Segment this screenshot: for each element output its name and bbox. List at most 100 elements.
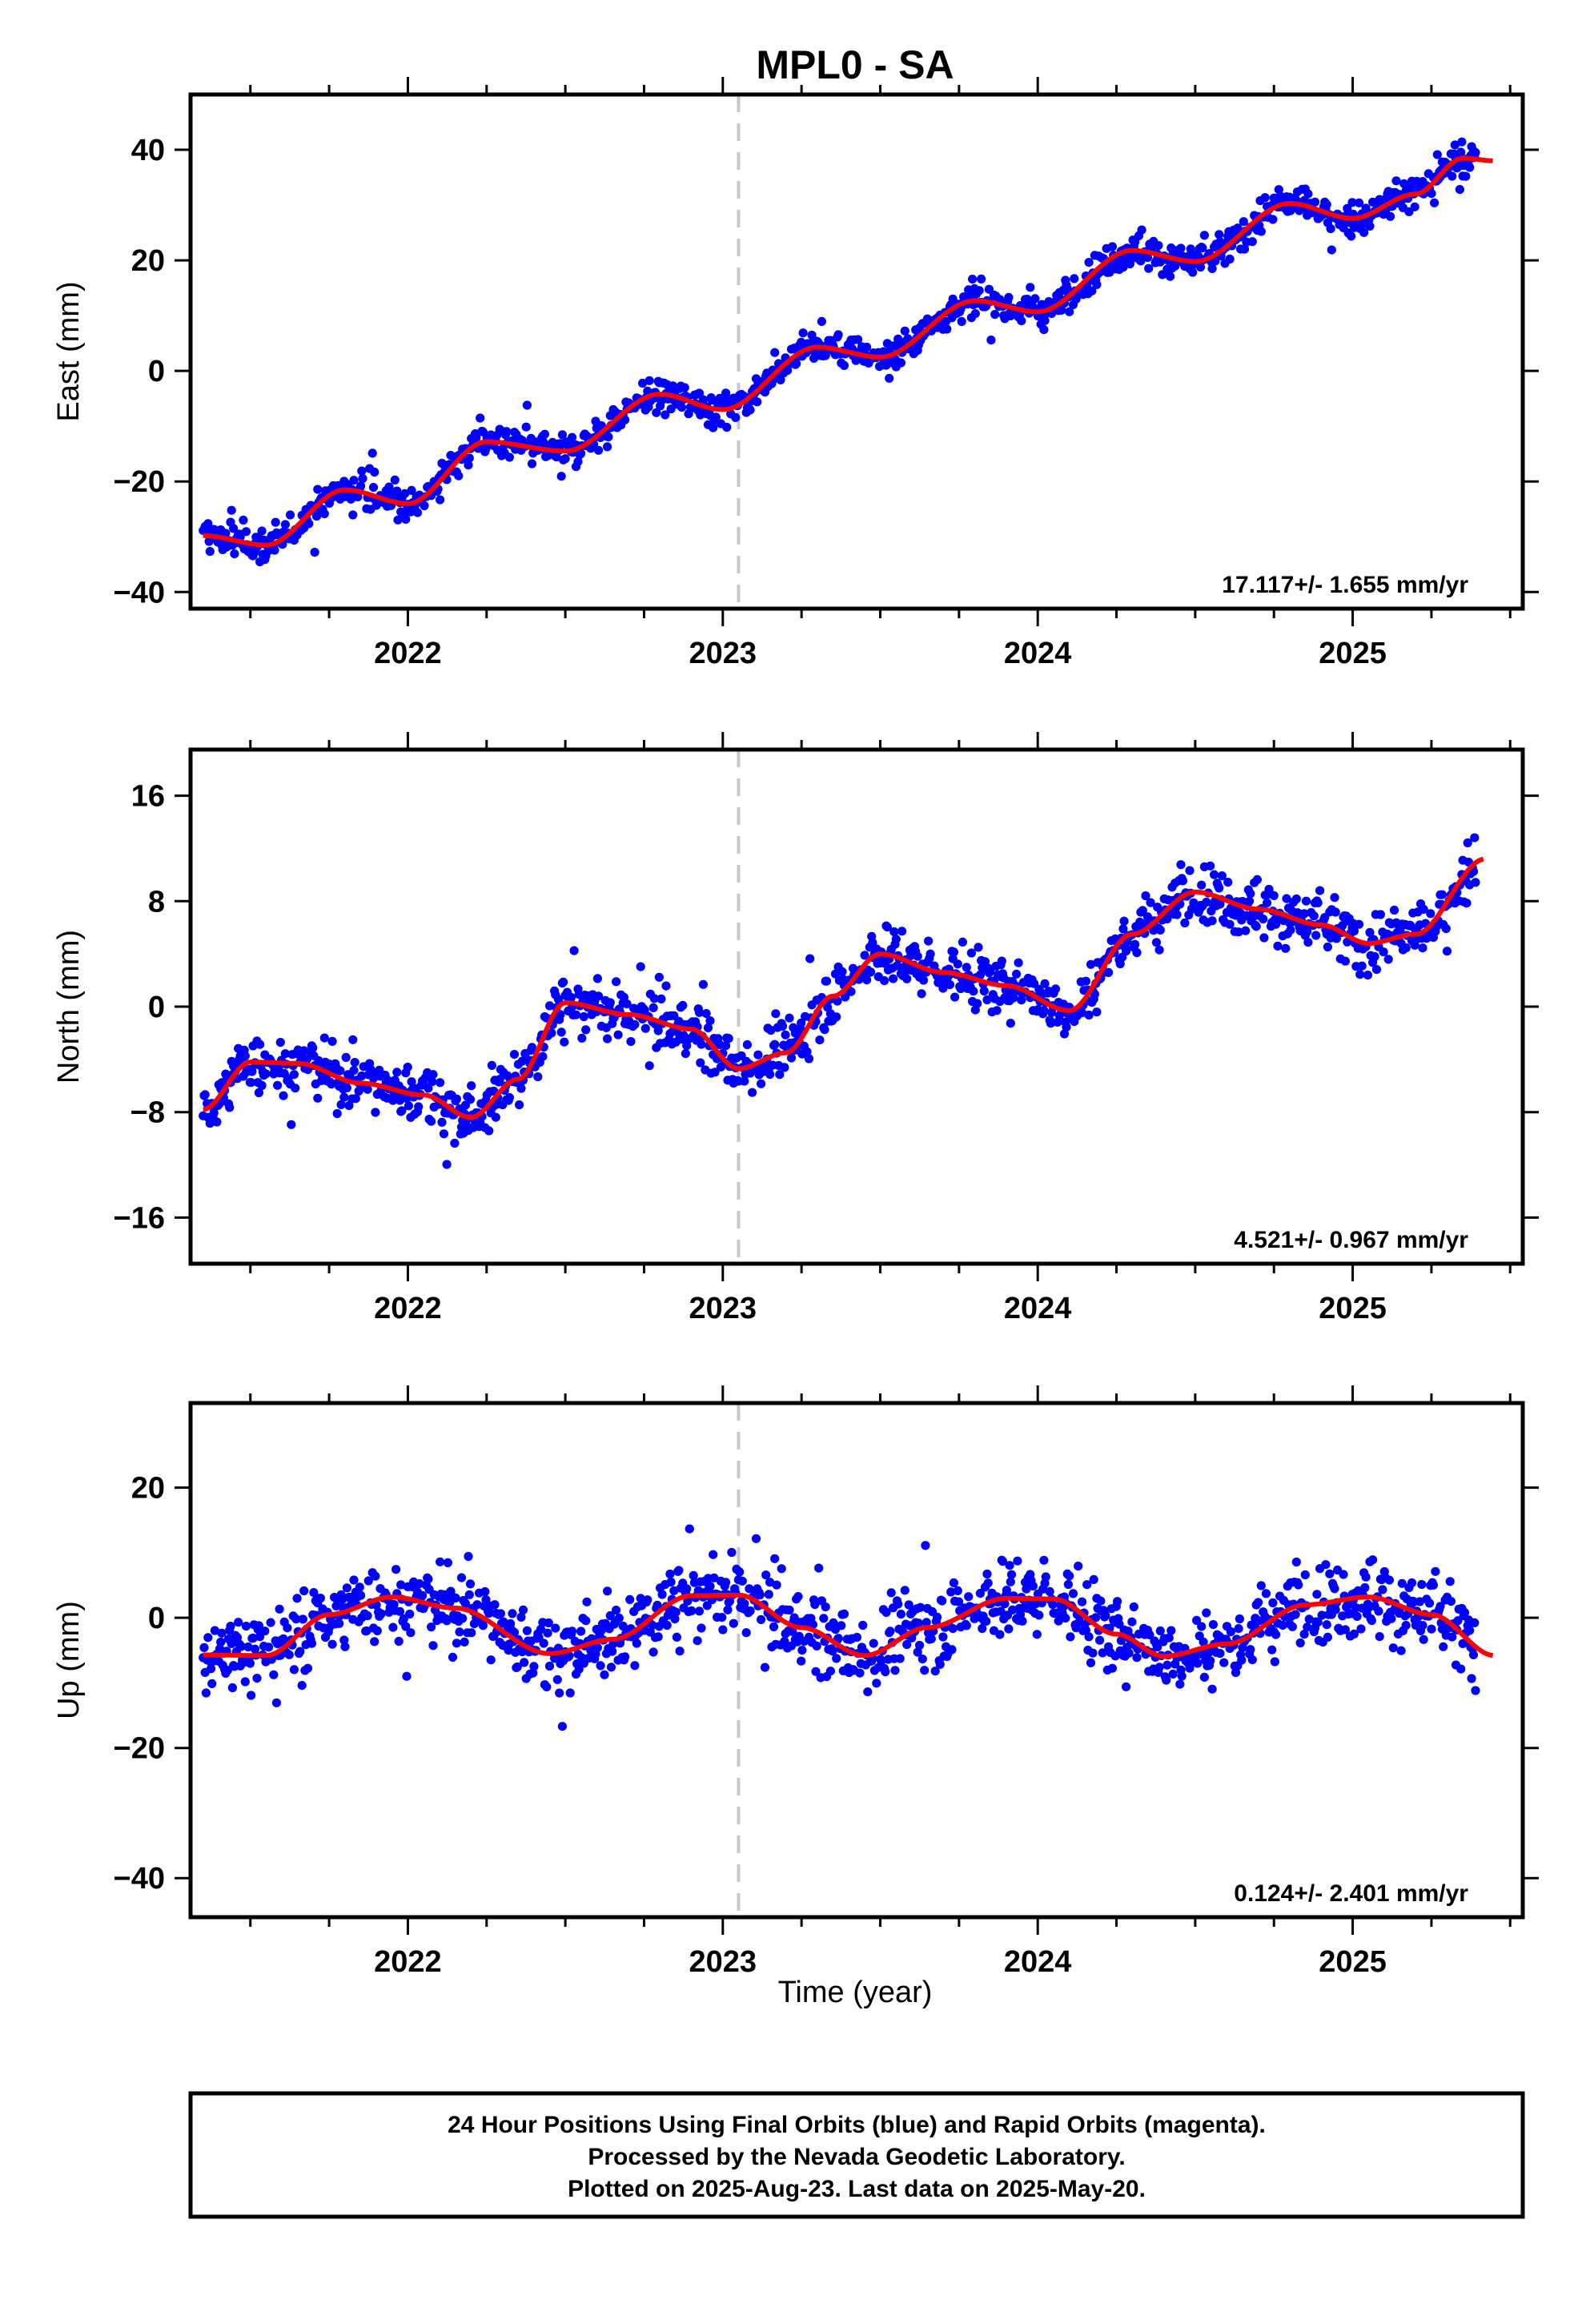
north-data-point bbox=[757, 1079, 766, 1088]
north-data-point bbox=[1062, 1022, 1071, 1032]
up-data-point bbox=[496, 1609, 506, 1618]
up-data-point bbox=[723, 1605, 733, 1614]
north-data-point bbox=[1349, 927, 1359, 936]
north-data-point bbox=[770, 1039, 780, 1049]
north-data-point bbox=[1303, 927, 1312, 936]
up-data-point bbox=[217, 1628, 227, 1638]
up-y-axis-label: Up (mm) bbox=[52, 1601, 86, 1719]
up-data-point bbox=[643, 1595, 652, 1605]
east-data-point bbox=[1450, 140, 1460, 150]
up-data-point bbox=[770, 1554, 780, 1563]
up-data-point bbox=[683, 1596, 693, 1606]
north-data-point bbox=[860, 951, 869, 960]
east-data-point bbox=[896, 358, 905, 368]
north-data-point bbox=[1437, 890, 1447, 899]
north-data-point bbox=[442, 1160, 452, 1169]
east-data-point bbox=[472, 432, 481, 443]
east-data-point bbox=[604, 432, 613, 442]
up-data-point bbox=[207, 1679, 217, 1688]
north-data-point bbox=[1379, 947, 1388, 957]
up-data-point bbox=[241, 1622, 251, 1631]
up-data-point bbox=[216, 1637, 226, 1647]
up-data-point bbox=[1096, 1596, 1106, 1606]
up-data-point bbox=[1287, 1622, 1297, 1631]
up-data-point bbox=[669, 1586, 679, 1595]
east-data-point bbox=[1030, 294, 1040, 304]
north-data-point bbox=[450, 1138, 460, 1148]
up-data-point bbox=[1323, 1632, 1332, 1642]
east-data-point bbox=[1465, 163, 1475, 172]
up-data-point bbox=[1415, 1597, 1424, 1606]
up-plot-frame bbox=[188, 1401, 1525, 1920]
north-data-point bbox=[527, 1043, 537, 1052]
up-data-point bbox=[1006, 1570, 1017, 1579]
up-data-point bbox=[1254, 1598, 1263, 1607]
up-data-point bbox=[998, 1557, 1008, 1566]
east-data-point bbox=[540, 429, 550, 439]
up-data-point bbox=[1219, 1658, 1229, 1667]
north-data-point bbox=[1323, 942, 1332, 952]
north-data-point bbox=[547, 1028, 556, 1038]
up-data-point bbox=[1084, 1632, 1094, 1642]
up-data-point bbox=[1154, 1663, 1164, 1672]
north-data-point bbox=[592, 974, 603, 983]
up-data-point bbox=[964, 1592, 974, 1602]
north-x-tick-label: 2025 bbox=[1319, 1292, 1387, 1325]
east-data-point bbox=[229, 524, 239, 533]
north-data-point bbox=[771, 1009, 781, 1019]
up-data-point bbox=[1317, 1610, 1327, 1620]
north-data-point bbox=[918, 975, 929, 985]
up-data-point bbox=[1132, 1653, 1142, 1663]
up-data-point bbox=[896, 1610, 905, 1619]
up-data-point bbox=[552, 1675, 562, 1684]
north-data-point bbox=[1138, 906, 1147, 915]
up-data-point bbox=[1322, 1620, 1331, 1630]
east-data-point bbox=[677, 403, 687, 412]
up-fit-curve bbox=[202, 1592, 1494, 1659]
east-data-point bbox=[412, 508, 423, 517]
north-data-point bbox=[986, 967, 995, 977]
up-data-point bbox=[1155, 1626, 1165, 1636]
east-data-point bbox=[358, 473, 367, 484]
east-data-point bbox=[731, 412, 741, 423]
up-data-point bbox=[227, 1683, 237, 1693]
up-data-point bbox=[1162, 1675, 1171, 1685]
north-data-point bbox=[969, 987, 978, 996]
up-data-point bbox=[517, 1647, 527, 1657]
east-data-point bbox=[203, 519, 213, 529]
up-data-point bbox=[1435, 1602, 1445, 1611]
north-data-point bbox=[569, 946, 579, 955]
east-data-point bbox=[1107, 242, 1117, 251]
north-data-point bbox=[1162, 914, 1172, 923]
up-data-point bbox=[1168, 1669, 1178, 1679]
east-data-point bbox=[1022, 295, 1032, 304]
east-data-point bbox=[1359, 227, 1369, 237]
north-data-point bbox=[832, 1012, 841, 1022]
east-data-point bbox=[1310, 197, 1320, 207]
east-data-point bbox=[1017, 316, 1026, 326]
up-data-point bbox=[539, 1638, 548, 1648]
up-data-point bbox=[490, 1600, 500, 1610]
up-data-point bbox=[1095, 1635, 1105, 1645]
up-data-point bbox=[694, 1606, 705, 1616]
east-data-point bbox=[304, 519, 314, 529]
up-data-point bbox=[1304, 1614, 1314, 1624]
north-data-point bbox=[255, 1039, 265, 1049]
up-data-point bbox=[811, 1667, 821, 1676]
up-data-point bbox=[508, 1609, 517, 1618]
north-data-point bbox=[1104, 967, 1114, 977]
east-data-point bbox=[1410, 202, 1419, 211]
up-data-point bbox=[528, 1668, 538, 1678]
up-y-tick-label: 0 bbox=[148, 1602, 165, 1635]
east-data-point bbox=[1195, 262, 1206, 272]
north-data-point bbox=[1315, 886, 1325, 895]
x-axis-label: Time (year) bbox=[778, 1976, 933, 2009]
east-data-point bbox=[1260, 193, 1270, 203]
up-data-point bbox=[697, 1623, 706, 1633]
east-data-point bbox=[833, 330, 843, 340]
north-data-point bbox=[1470, 833, 1480, 842]
up-data-point bbox=[872, 1679, 881, 1688]
up-data-point bbox=[675, 1647, 685, 1656]
up-data-point bbox=[391, 1565, 401, 1574]
up-data-point bbox=[1008, 1605, 1018, 1614]
